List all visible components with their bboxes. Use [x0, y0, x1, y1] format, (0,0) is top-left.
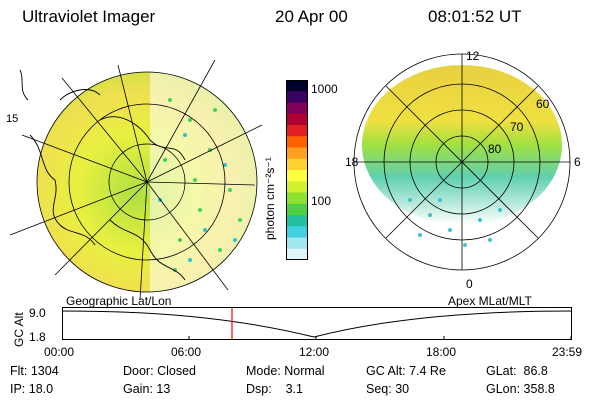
colorbar-swatch [286, 226, 308, 238]
alt-plot [62, 307, 572, 340]
colorbar-swatch [286, 203, 308, 216]
colorbar-swatch [286, 181, 308, 193]
mlt-label-18: 18 [345, 155, 359, 169]
colorbar-swatch [286, 158, 308, 171]
colorbar-swatch [286, 113, 308, 126]
alt-xtick-1200: 12:00 [299, 345, 330, 359]
instrument-title: Ultraviolet Imager [22, 7, 156, 26]
status-seq: Seq: 30 [366, 382, 410, 396]
apex-image: 12 18 6 0 60 70 80 [345, 50, 581, 291]
status-gcalt-value: 7.4 Re [409, 364, 446, 378]
status-glat: GLat: 86.8 [486, 364, 548, 378]
apex-grid [353, 53, 571, 271]
geographic-caption: Geographic Lat/Lon [66, 294, 172, 308]
colorbar-unit-label: photon cm⁻²s⁻¹ [263, 157, 277, 240]
colorbar [286, 80, 308, 261]
alt-xtick-2359: 23:59 [552, 345, 583, 359]
status-flt: Flt: 1304 [10, 364, 59, 378]
geographic-grid [9, 59, 263, 301]
colorbar-swatch [286, 192, 308, 205]
colorbar-swatch [286, 248, 308, 261]
status-dsp: Dsp: 3.1 [246, 382, 303, 396]
colorbar-swatch [286, 91, 308, 103]
status-dsp-value: 3.1 [285, 382, 303, 396]
colorbar-swatch [286, 237, 308, 250]
alt-ytick-max: 9.0 [29, 306, 46, 320]
status-glon: GLon: 358.8 [486, 382, 555, 396]
alt-xtick-1800: 18:00 [426, 345, 457, 359]
apex-caption: Apex MLat/MLT [448, 294, 532, 308]
geographic-image: 15 [6, 59, 263, 301]
status-door: Door: Closed [123, 364, 196, 378]
status-mode: Mode: Normal [246, 364, 325, 378]
coastlines [19, 69, 186, 281]
mlt-label-0: 0 [466, 277, 473, 291]
colorbar-gradient [286, 80, 308, 261]
mlat-label-80: 80 [488, 142, 502, 156]
colorbar-tick-1000: 1000 [311, 82, 338, 96]
status-glat-value: 86.8 [523, 364, 548, 378]
status-seq-value: 30 [395, 382, 410, 396]
alt-curve [62, 310, 572, 338]
alt-plot-frame [62, 307, 572, 340]
colorbar-swatch [286, 136, 308, 148]
colorbar-swatch [286, 102, 308, 115]
mlat-label-70: 70 [510, 120, 524, 134]
alt-xtick-0600: 06:00 [171, 345, 202, 359]
alt-ylabel: GC Alt [12, 312, 26, 347]
time-label: 08:01:52 UT [428, 7, 522, 26]
status-gain: Gain: 13 [123, 382, 171, 396]
date-label: 20 Apr 00 [275, 7, 348, 26]
status-door-value: Closed [157, 364, 196, 378]
colorbar-swatch [286, 147, 308, 160]
colorbar-tick-100: 100 [311, 194, 332, 208]
alt-xtick-0000: 00:00 [44, 345, 75, 359]
colorbar-swatch [286, 170, 308, 182]
colorbar-swatch [286, 215, 308, 227]
colorbar-swatch [286, 125, 308, 137]
status-ip-value: 18.0 [28, 382, 54, 396]
colorbar-swatch [286, 80, 308, 92]
status-ip: IP: 18.0 [10, 382, 54, 396]
status-gain-value: 13 [156, 382, 171, 396]
edge-label: 15 [6, 113, 18, 125]
status-mode-value: Normal [284, 364, 325, 378]
alt-ytick-min: 1.8 [29, 330, 46, 344]
status-gcalt: GC Alt: 7.4 Re [366, 364, 446, 378]
mlt-label-6: 6 [574, 155, 581, 169]
status-glon-value: 358.8 [523, 382, 555, 396]
colorbar-frame [286, 80, 308, 260]
mlt-label-12: 12 [466, 50, 480, 63]
status-flt-value: 1304 [30, 364, 59, 378]
mlat-label-60: 60 [536, 97, 550, 111]
